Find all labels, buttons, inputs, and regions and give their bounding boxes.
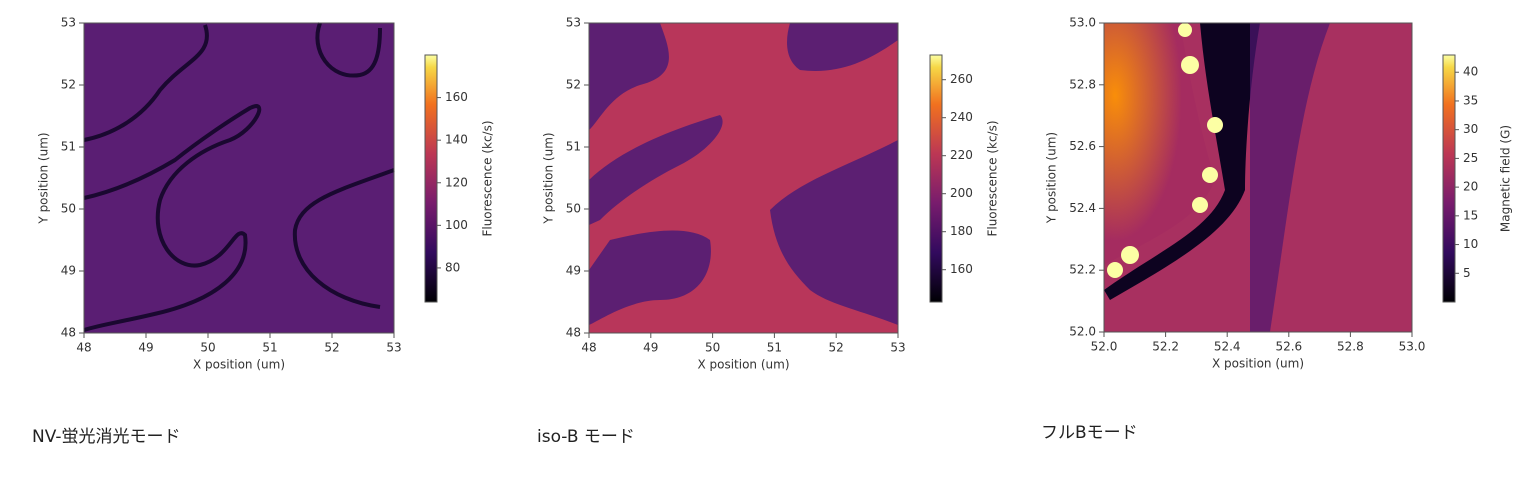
colorbar-label: Fluorescence (kc/s) (986, 120, 1000, 236)
x-tick-label: 52.6 (1275, 340, 1302, 354)
y-tick-label: 48 (61, 326, 76, 340)
y-tick-label: 51 (566, 140, 581, 154)
y-tick-label: 48 (566, 326, 581, 340)
y-axis-label: Y position (um) (542, 132, 556, 224)
caption: フルBモード (1041, 423, 1138, 443)
heatmap-image (589, 23, 898, 333)
colorbar (424, 54, 438, 303)
x-tick-label: 49 (643, 341, 658, 355)
x-tick-label: 52 (829, 341, 844, 355)
y-tick-label: 51 (61, 140, 76, 154)
x-tick-label: 52.4 (1214, 340, 1241, 354)
heatmap-image (83, 22, 395, 333)
colorbar-tick-label: 220 (950, 148, 973, 162)
y-axis-label: Y position (um) (1045, 132, 1059, 224)
colorbar-tick-label: 10 (1463, 237, 1478, 251)
heatmap-image (1104, 23, 1412, 332)
y-tick-label: 52 (566, 78, 581, 92)
caption: iso-B モード (537, 427, 635, 447)
x-tick-label: 52.2 (1152, 340, 1179, 354)
x-tick-label: 51 (767, 341, 782, 355)
colorbar-tick-label: 240 (950, 110, 973, 124)
caption: NV-蛍光消光モード (32, 427, 180, 447)
x-tick-label: 53.0 (1399, 340, 1426, 354)
colorbar (929, 54, 943, 303)
colorbar-tick-label: 20 (1463, 180, 1478, 194)
x-tick-label: 53 (890, 341, 905, 355)
y-tick-label: 52.0 (1069, 325, 1096, 339)
colorbar-label: Fluorescence (kc/s) (481, 120, 495, 236)
x-tick-label: 51 (262, 341, 277, 355)
colorbar-tick-label: 35 (1463, 93, 1478, 107)
x-tick-label: 50 (200, 341, 215, 355)
colorbar-tick-label: 100 (445, 218, 468, 232)
y-tick-label: 52.6 (1069, 139, 1096, 153)
colorbar (1442, 54, 1456, 303)
colorbar-tick-label: 30 (1463, 122, 1478, 136)
y-tick-label: 50 (566, 202, 581, 216)
colorbar-tick-label: 40 (1463, 65, 1478, 79)
colorbar-tick-label: 25 (1463, 151, 1478, 165)
x-tick-label: 48 (581, 341, 596, 355)
x-tick-label: 52.0 (1091, 340, 1118, 354)
plot-frame (1103, 22, 1413, 333)
colorbar-tick-label: 180 (950, 224, 973, 238)
y-tick-label: 52.8 (1069, 77, 1096, 91)
y-tick-label: 52 (61, 78, 76, 92)
x-axis-label: X position (um) (697, 358, 789, 372)
y-tick-label: 49 (566, 264, 581, 278)
y-tick-label: 50 (61, 202, 76, 216)
x-tick-label: 48 (76, 341, 91, 355)
x-axis-label: X position (um) (1212, 357, 1304, 371)
x-axis-label: X position (um) (193, 358, 285, 372)
x-tick-label: 50 (705, 341, 720, 355)
y-tick-label: 53 (61, 16, 76, 30)
colorbar-tick-label: 5 (1463, 266, 1471, 280)
plot-frame (588, 22, 899, 334)
colorbar-tick-label: 80 (445, 260, 460, 274)
x-tick-label: 52.8 (1337, 340, 1364, 354)
y-axis-label: Y position (um) (37, 132, 51, 224)
y-tick-label: 52.4 (1069, 201, 1096, 215)
x-tick-label: 52 (324, 341, 339, 355)
colorbar-label: Magnetic field (G) (1499, 125, 1513, 232)
y-tick-label: 49 (61, 264, 76, 278)
x-tick-label: 53 (386, 341, 401, 355)
colorbar-tick-label: 140 (445, 133, 468, 147)
colorbar-tick-label: 160 (950, 262, 973, 276)
y-tick-label: 53 (566, 16, 581, 30)
y-tick-label: 52.2 (1069, 263, 1096, 277)
plot-frame (83, 22, 395, 334)
colorbar-tick-label: 15 (1463, 208, 1478, 222)
colorbar-tick-label: 200 (950, 186, 973, 200)
y-tick-label: 53.0 (1069, 16, 1096, 30)
colorbar-tick-label: 160 (445, 90, 468, 104)
colorbar-tick-label: 120 (445, 175, 468, 189)
x-tick-label: 49 (138, 341, 153, 355)
colorbar-tick-label: 260 (950, 72, 973, 86)
